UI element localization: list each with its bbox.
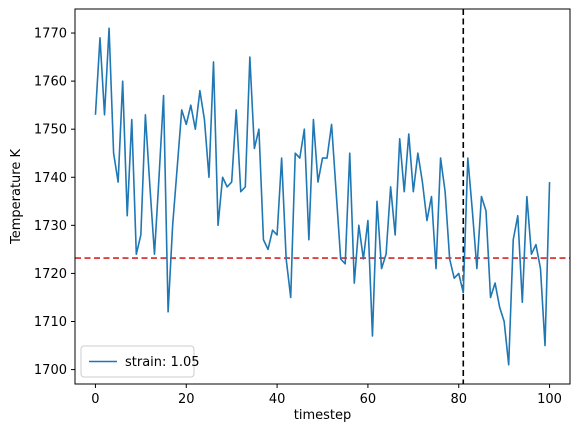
y-tick-label: 1700 bbox=[34, 363, 67, 378]
axes-frame bbox=[74, 8, 571, 385]
series-layer bbox=[94, 27, 551, 366]
y-tick-label: 1760 bbox=[34, 75, 67, 90]
x-tick-label: 60 bbox=[360, 392, 377, 407]
reference-lines bbox=[75, 9, 570, 384]
y-tick-label: 1710 bbox=[34, 315, 67, 330]
series-line bbox=[94, 27, 551, 366]
y-tick-label: 1730 bbox=[34, 219, 67, 234]
y-tick-label: 1750 bbox=[34, 123, 67, 138]
y-tick-label: 1770 bbox=[34, 27, 67, 42]
y-axis-label: Temperature K bbox=[9, 149, 24, 245]
y-tick-label: 1720 bbox=[34, 267, 67, 282]
y-tick-label: 1740 bbox=[34, 171, 67, 186]
legend-label: strain: 1.05 bbox=[125, 355, 200, 370]
legend-box bbox=[80, 345, 195, 378]
x-tick-label: 80 bbox=[450, 392, 467, 407]
legend: strain: 1.05 bbox=[80, 345, 200, 378]
x-axis: 0 20 40 60 80 100 bbox=[91, 384, 562, 407]
x-axis-label: timestep bbox=[294, 408, 352, 423]
plot-area bbox=[74, 8, 571, 385]
x-tick-label: 20 bbox=[178, 392, 195, 407]
x-tick-label: 0 bbox=[91, 392, 99, 407]
y-axis: 1700 1710 1720 1730 1740 1750 1760 1770 bbox=[34, 27, 75, 378]
x-tick-label: 40 bbox=[269, 392, 286, 407]
x-tick-label: 100 bbox=[537, 392, 562, 407]
